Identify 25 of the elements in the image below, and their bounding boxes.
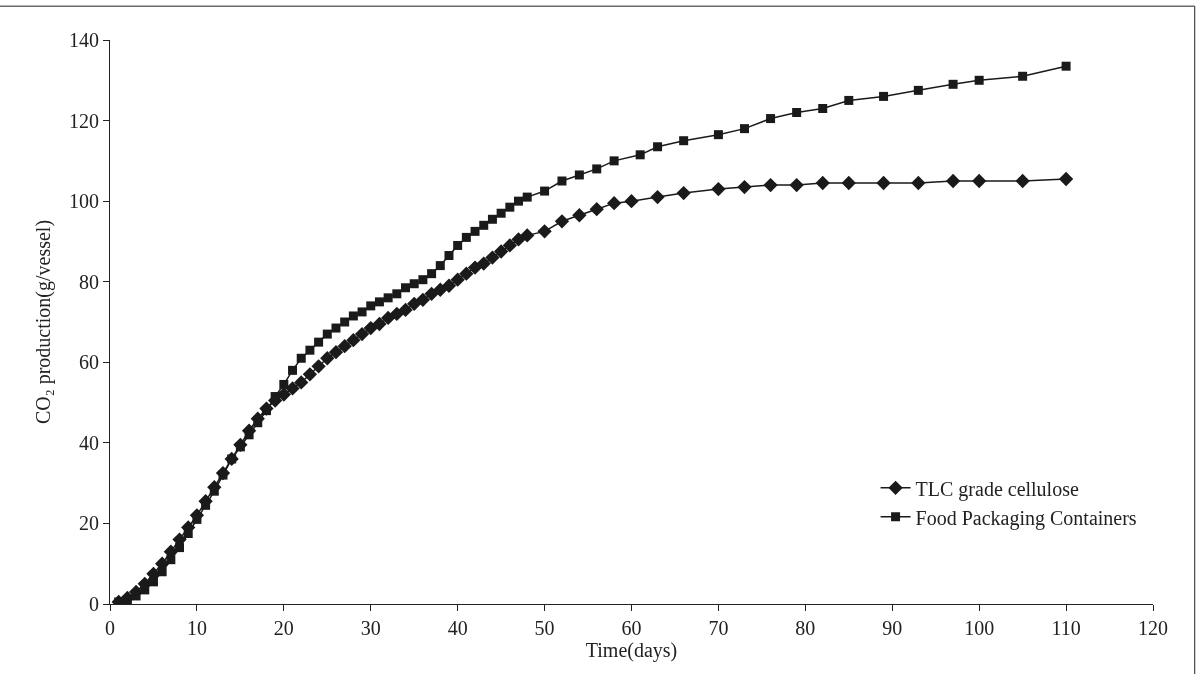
x-tick-label: 80	[795, 617, 816, 640]
x-tick-label: 40	[447, 617, 468, 640]
x-tick-label: 90	[882, 617, 903, 640]
x-tick-label: 30	[360, 617, 381, 640]
y-axis-title: CO₂ production(g/vessel)	[32, 219, 56, 425]
legend-label: Food Packaging Containers	[915, 506, 1137, 530]
y-tick-label: 60	[78, 351, 99, 374]
x-tick-label: 20	[273, 617, 294, 640]
y-tick-label: 0	[88, 593, 99, 615]
x-tick-label: 70	[708, 617, 729, 640]
x-tick-label: 60	[621, 617, 642, 640]
x-tick-label: 120	[1138, 617, 1168, 640]
y-tick-label: 120	[68, 109, 99, 132]
y-tick-label: 40	[78, 431, 99, 454]
y-tick-label: 80	[78, 270, 99, 293]
y-tick-label: 140	[68, 29, 99, 51]
y-tick-label: 100	[68, 190, 99, 213]
x-axis-title: Time(days)	[585, 639, 678, 663]
legend-label: TLC grade cellulose	[915, 477, 1079, 501]
x-tick-label: 10	[186, 617, 207, 640]
x-tick-label: 100	[964, 617, 995, 640]
x-tick-label: 110	[1051, 617, 1081, 640]
x-tick-label: 50	[534, 617, 555, 640]
x-tick-label: 0	[105, 617, 115, 640]
y-tick-label: 20	[78, 512, 99, 535]
